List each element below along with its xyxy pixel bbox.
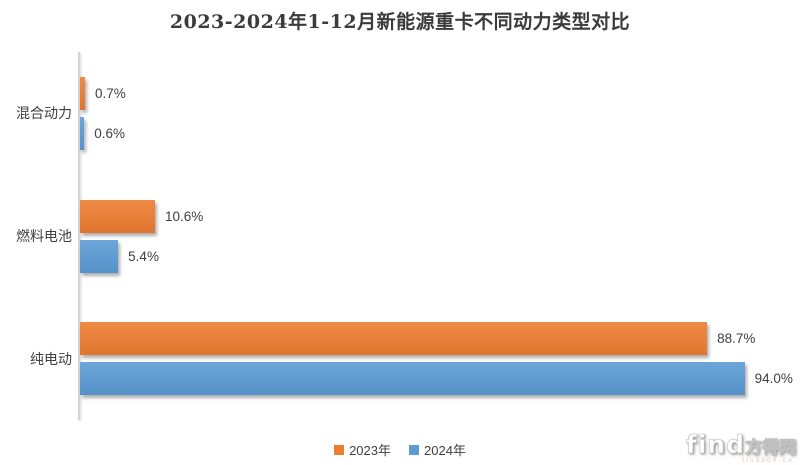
watermark-logo: find方得网 bbox=[685, 430, 797, 459]
data-label: 0.6% bbox=[94, 125, 126, 141]
bar-row: 88.7% bbox=[80, 322, 787, 356]
plot-area: 0.7% 0.6% 10.6% 5.4% 88.7% bbox=[80, 52, 793, 420]
legend-label-2023: 2023年 bbox=[349, 443, 391, 458]
category-label-fuel-cell: 燃料电池 bbox=[16, 228, 72, 244]
chart-title: 2023-2024年1-12月新能源重卡不同动力类型对比 bbox=[169, 11, 631, 33]
legend-item-2024: 2024年 bbox=[409, 440, 466, 459]
bar-group-fuel-cell: 10.6% 5.4% bbox=[80, 175, 787, 298]
bar-2024-pure-electric bbox=[80, 362, 745, 396]
legend: 2023年 2024年 bbox=[0, 440, 800, 459]
legend-label-2024: 2024年 bbox=[424, 443, 466, 458]
bar-2023-hybrid bbox=[80, 76, 85, 110]
bar-group-pure-electric: 88.7% 94.0% bbox=[80, 297, 793, 420]
legend-item-2023: 2023年 bbox=[334, 440, 391, 459]
bar-2024-fuel-cell bbox=[80, 239, 119, 273]
data-label: 10.6% bbox=[164, 208, 204, 224]
bar-2023-fuel-cell bbox=[80, 199, 155, 233]
data-label: 88.7% bbox=[717, 331, 756, 347]
bar-row: 10.6% bbox=[80, 199, 787, 233]
category-label-pure-electric: 纯电动 bbox=[30, 350, 72, 367]
data-label: 94.0% bbox=[754, 371, 793, 387]
watermark-chinese: 方得网 bbox=[745, 438, 797, 457]
bar-row: 5.4% bbox=[80, 239, 787, 273]
legend-swatch-2023 bbox=[334, 444, 345, 455]
bar-2024-hybrid bbox=[80, 116, 85, 150]
bar-row: 0.6% bbox=[80, 116, 787, 150]
y-axis-line bbox=[78, 52, 80, 420]
category-label-hybrid: 混合动力 bbox=[16, 105, 72, 122]
legend-swatch-2024 bbox=[409, 444, 419, 455]
data-label: 0.7% bbox=[94, 85, 126, 101]
bar-row: 0.7% bbox=[80, 76, 787, 110]
bar-row: 94.0% bbox=[80, 362, 793, 396]
watermark-subtext: find800.cn bbox=[742, 458, 794, 464]
y-axis-category-labels: 混合动力 燃料电池 纯电动 bbox=[0, 52, 72, 420]
bar-group-hybrid: 0.7% 0.6% bbox=[80, 52, 787, 175]
watermark-latin: find bbox=[685, 430, 745, 459]
watermark: find方得网 find800.cn bbox=[685, 430, 797, 464]
data-label: 5.4% bbox=[128, 248, 159, 264]
bar-2023-pure-electric bbox=[80, 322, 708, 356]
